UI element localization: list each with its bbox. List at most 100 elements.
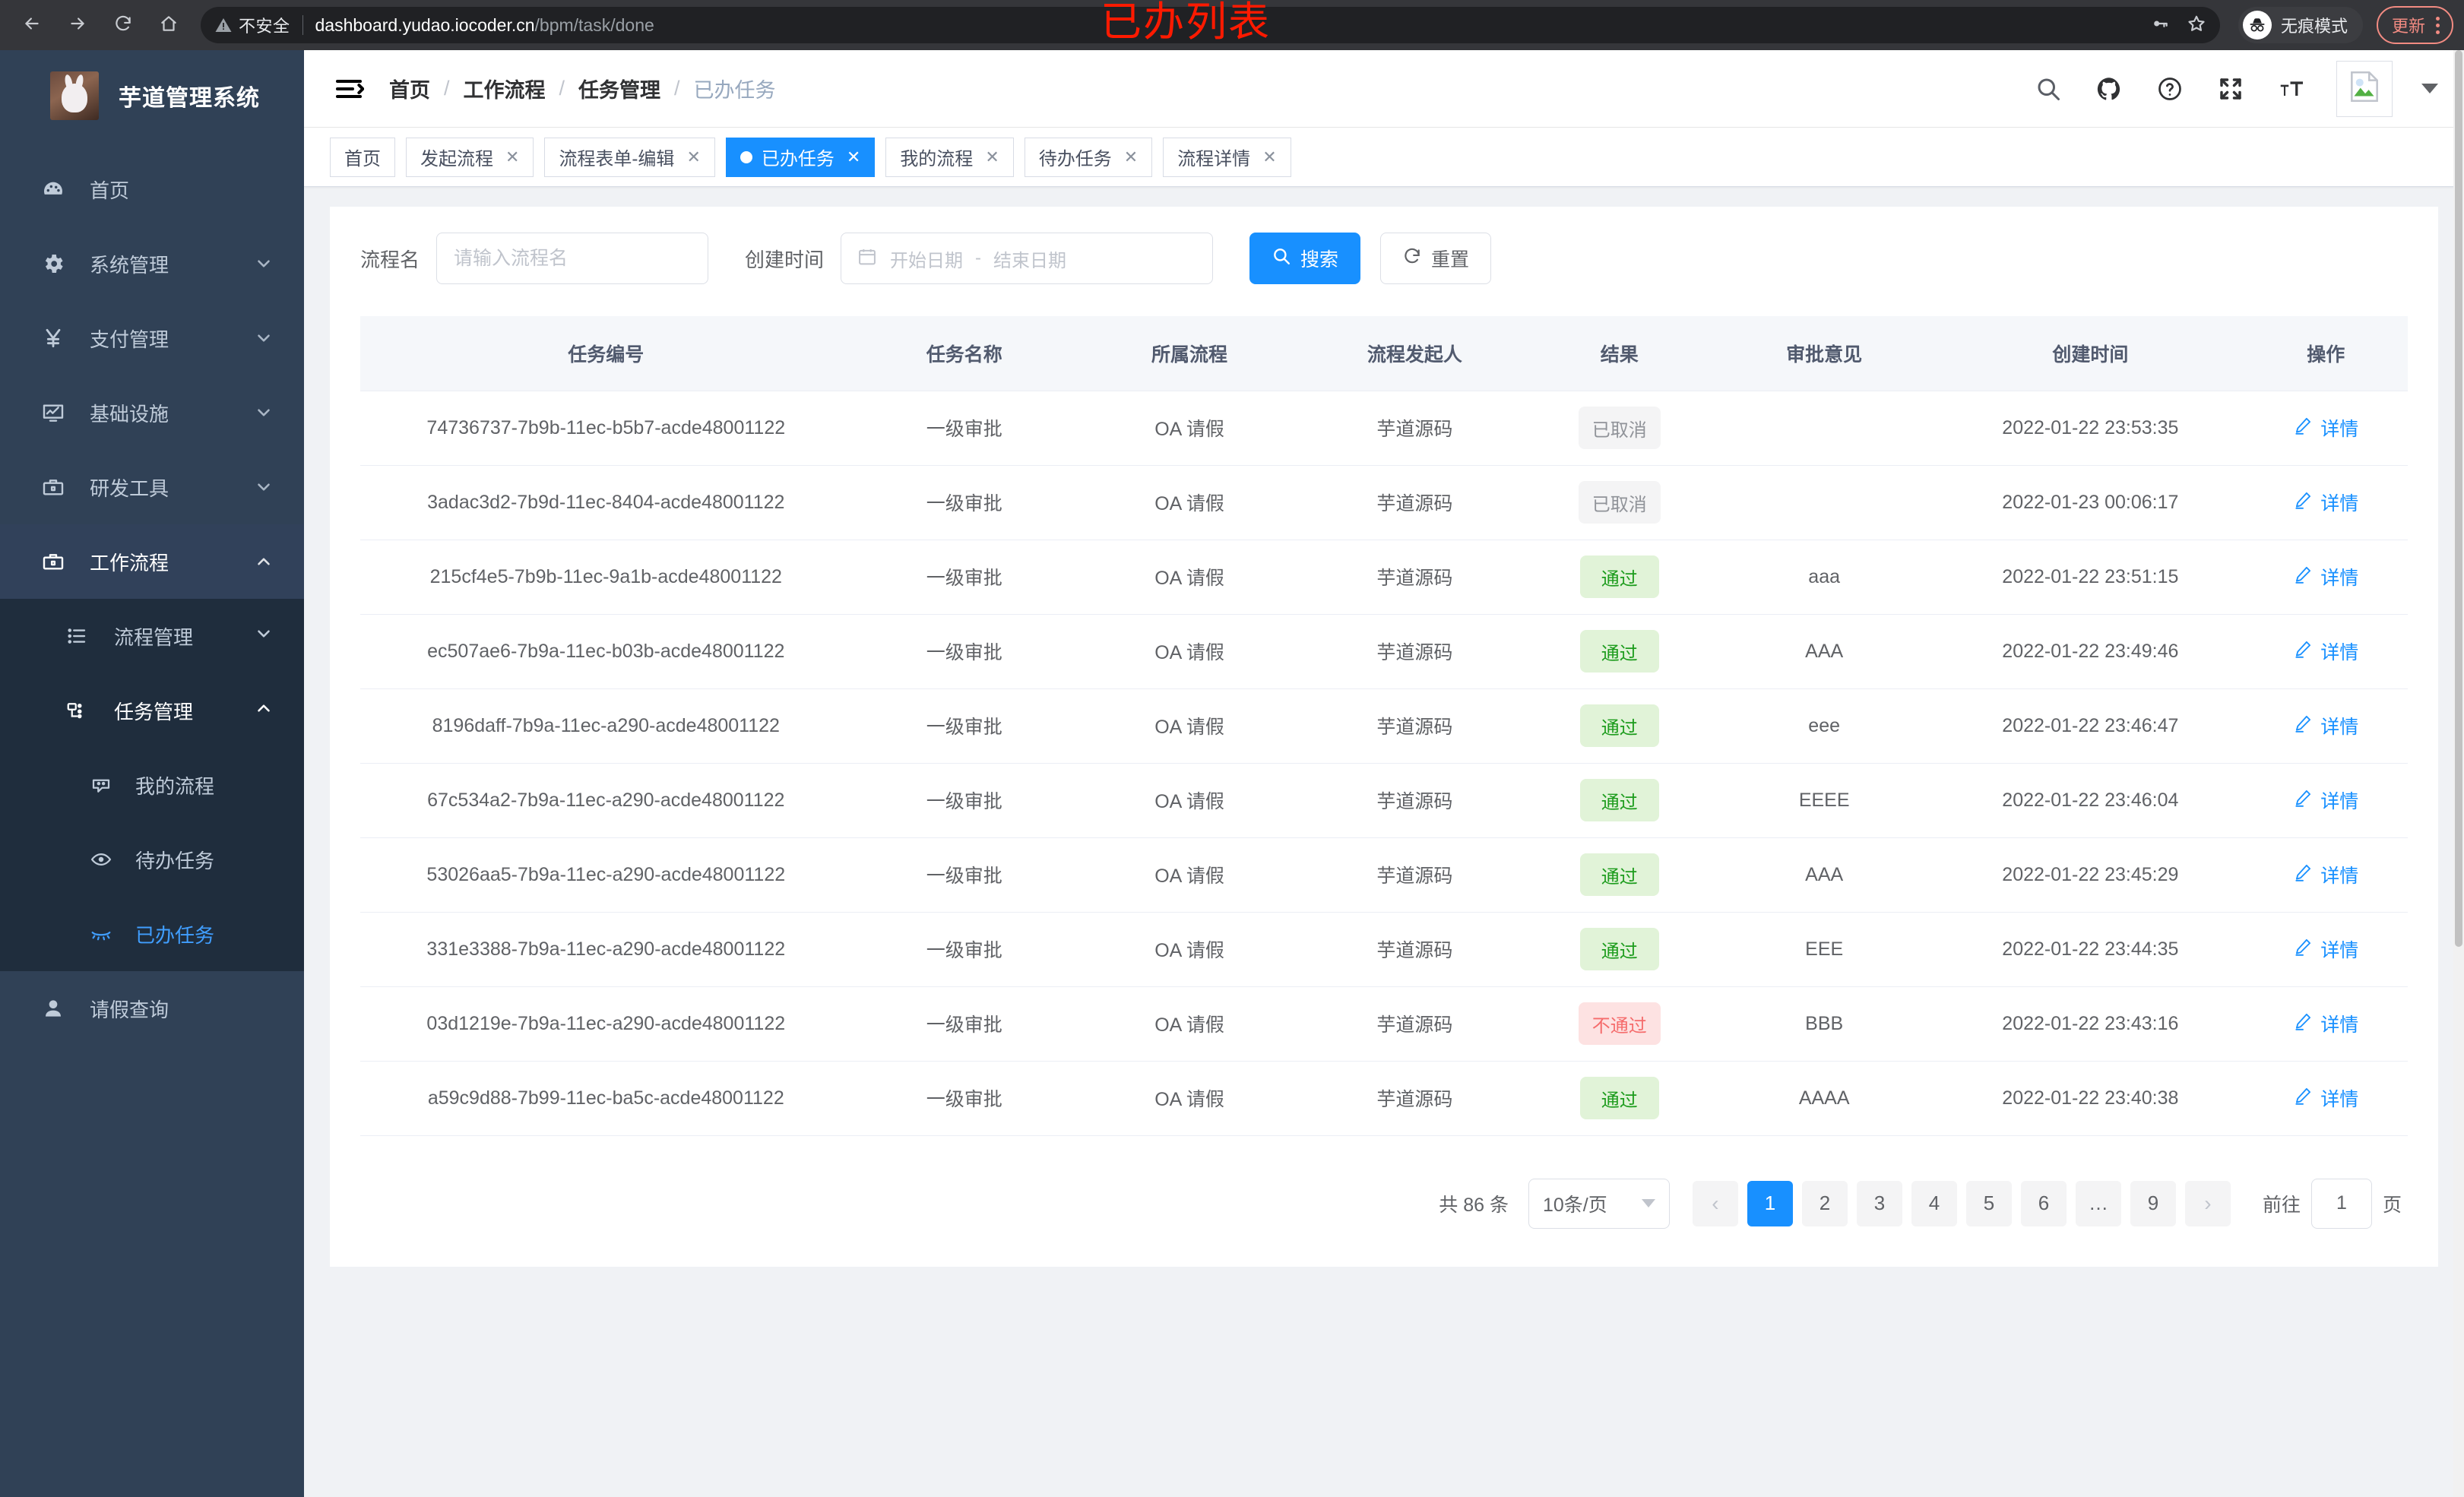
next-page-button[interactable]: › (2184, 1180, 2231, 1226)
close-icon[interactable]: ✕ (1123, 147, 1139, 166)
close-icon[interactable]: ✕ (985, 147, 999, 166)
table-row[interactable]: 215cf4e5-7b9b-11ec-9a1b-acde48001122 一级审批… (360, 540, 2408, 615)
table-row[interactable]: 3adac3d2-7b9d-11ec-8404-acde48001122 一级审批… (360, 465, 2408, 540)
table-row[interactable]: 67c534a2-7b9a-11ec-a290-acde48001122 一级审批… (360, 763, 2408, 838)
detail-button[interactable]: 详情 (2293, 1084, 2358, 1112)
table-row[interactable]: a59c9d88-7b99-11ec-ba5c-acde48001122 一级审批… (360, 1061, 2408, 1136)
close-icon[interactable]: ✕ (1262, 147, 1277, 166)
detail-button[interactable]: 详情 (2293, 1010, 2358, 1037)
page-number-list: ‹ 1 2 3 4 5 6… 9 › (1692, 1180, 2231, 1226)
back-arrow-icon (22, 14, 42, 37)
search-button[interactable]: 搜索 (1249, 233, 1361, 284)
tab-label: 我的流程 (900, 149, 974, 169)
tab-process-detail[interactable]: 流程详情 ✕ (1163, 137, 1291, 177)
sidebar-item-process-management[interactable]: 流程管理 (0, 599, 304, 673)
detail-button[interactable]: 详情 (2293, 638, 2358, 665)
github-icon[interactable] (2093, 73, 2125, 105)
end-date-input[interactable]: 结束日期 (993, 250, 1067, 271)
jump-page-input[interactable]: 1 (2310, 1178, 2372, 1229)
table-row[interactable]: 53026aa5-7b9a-11ec-a290-acde48001122 一级审批… (360, 837, 2408, 913)
breadcrumb-item[interactable]: 任务管理 (578, 79, 661, 102)
reload-button[interactable] (102, 4, 144, 46)
sidebar-item-my-process[interactable]: 我的流程 (0, 748, 304, 822)
page-button-9[interactable]: 9 (2130, 1180, 2176, 1226)
scrollbar-thumb[interactable] (2455, 50, 2462, 947)
page-button-1[interactable]: 1 (1747, 1180, 1793, 1226)
reset-button[interactable]: 重置 (1380, 233, 1492, 284)
close-icon[interactable]: ✕ (846, 147, 861, 166)
prev-page-button[interactable]: ‹ (1692, 1180, 1738, 1226)
detail-button[interactable]: 详情 (2293, 712, 2358, 739)
search-input[interactable] (454, 247, 692, 270)
sidebar-logo[interactable]: 芋道管理系统 (0, 50, 304, 141)
table-row[interactable]: 03d1219e-7b9a-11ec-a290-acde48001122 一级审批… (360, 986, 2408, 1062)
tab-todo-task[interactable]: 待办任务 ✕ (1024, 137, 1153, 177)
table-row[interactable]: 74736737-7b9b-11ec-b5b7-acde48001122 一级审批… (360, 391, 2408, 466)
sidebar-item-devtools[interactable]: 研发工具 (0, 450, 304, 524)
address-bar[interactable]: 不安全 dashboard.yudao.iocoder.cn/bpm/task/… (201, 7, 2220, 43)
bookmark-star-icon[interactable] (2187, 14, 2206, 37)
close-icon[interactable]: ✕ (686, 147, 701, 166)
tab-process-form-edit[interactable]: 流程表单-编辑 ✕ (544, 137, 715, 177)
sidebar-item-system[interactable]: 系统管理 (0, 226, 304, 301)
tab-label: 待办任务 (1038, 149, 1112, 169)
password-key-icon[interactable] (2150, 14, 2170, 37)
home-button[interactable] (147, 4, 190, 46)
font-size-icon[interactable] (2276, 73, 2307, 105)
tab-start-process[interactable]: 发起流程 ✕ (406, 137, 534, 177)
detail-button[interactable]: 详情 (2293, 935, 2358, 963)
detail-label: 详情 (2320, 940, 2359, 961)
page-ellipsis-button[interactable]: … (2075, 1180, 2121, 1226)
close-icon[interactable]: ✕ (505, 147, 520, 166)
page-size-select[interactable]: 10条/页 (1528, 1178, 1670, 1229)
forward-button[interactable] (56, 4, 99, 46)
chrome-menu-icon[interactable] (2433, 16, 2443, 34)
sidebar-item-payment[interactable]: 支付管理 (0, 301, 304, 375)
table-row[interactable]: 8196daff-7b9a-11ec-a290-acde48001122 一级审批… (360, 688, 2408, 764)
detail-button[interactable]: 详情 (2293, 861, 2358, 888)
sidebar-item-home[interactable]: 首页 (0, 152, 304, 226)
update-label[interactable]: 更新 (2391, 17, 2425, 36)
date-range-picker[interactable]: 开始日期 - 结束日期 (841, 233, 1214, 284)
fullscreen-icon[interactable] (2215, 73, 2247, 105)
table-row[interactable]: ec507ae6-7b9a-11ec-b03b-acde48001122 一级审批… (360, 614, 2408, 689)
detail-button[interactable]: 详情 (2293, 414, 2358, 442)
incognito-indicator[interactable]: 无痕模式 (2238, 7, 2363, 43)
tab-done-task[interactable]: 已办任务 ✕ (725, 137, 876, 177)
page-button-6[interactable]: 6 (2020, 1180, 2067, 1226)
detail-label: 详情 (2320, 791, 2359, 812)
main-card: 流程名 创建时间 开始日期 - 结束日期 (330, 207, 2438, 1267)
help-circle-icon[interactable] (2154, 73, 2186, 105)
search-icon[interactable] (2032, 73, 2064, 105)
sidebar-item-infrastructure[interactable]: 基础设施 (0, 375, 304, 450)
update-button-group[interactable]: 更新 (2376, 6, 2453, 44)
process-name-field[interactable] (436, 233, 709, 284)
breadcrumb-item[interactable]: 首页 (389, 79, 430, 102)
breadcrumb-item[interactable]: 工作流程 (463, 79, 546, 102)
page-button-3[interactable]: 3 (1856, 1180, 1902, 1226)
detail-button[interactable]: 详情 (2293, 489, 2358, 516)
back-button[interactable] (11, 4, 53, 46)
page-button-5[interactable]: 5 (1965, 1180, 2012, 1226)
page-scrollbar[interactable] (2453, 50, 2464, 1497)
chevron-down-icon[interactable] (2421, 84, 2438, 93)
jump-prefix-label: 前往 (2262, 1194, 2301, 1216)
page-button-2[interactable]: 2 (1801, 1180, 1848, 1226)
detail-button[interactable]: 详情 (2293, 563, 2358, 590)
detail-button[interactable]: 详情 (2293, 786, 2358, 814)
detail-label: 详情 (2320, 493, 2359, 514)
sidebar-item-todo-task[interactable]: 待办任务 (0, 822, 304, 897)
detail-label: 详情 (2320, 1089, 2359, 1110)
hamburger-icon[interactable] (331, 71, 366, 106)
page-button-4[interactable]: 4 (1911, 1180, 1957, 1226)
table-row[interactable]: 331e3388-7b9a-11ec-a290-acde48001122 一级审批… (360, 912, 2408, 987)
sidebar-item-done-task[interactable]: 已办任务 (0, 897, 304, 971)
search-icon (1272, 246, 1291, 271)
sidebar-item-workflow[interactable]: 工作流程 (0, 524, 304, 599)
avatar[interactable] (2336, 60, 2393, 117)
start-date-input[interactable]: 开始日期 (890, 250, 964, 271)
tab-home[interactable]: 首页 (330, 137, 395, 177)
sidebar-item-task-management[interactable]: 任务管理 (0, 673, 304, 748)
sidebar-item-leave-query[interactable]: 请假查询 (0, 971, 304, 1046)
tab-my-process[interactable]: 我的流程 ✕ (885, 137, 1014, 177)
